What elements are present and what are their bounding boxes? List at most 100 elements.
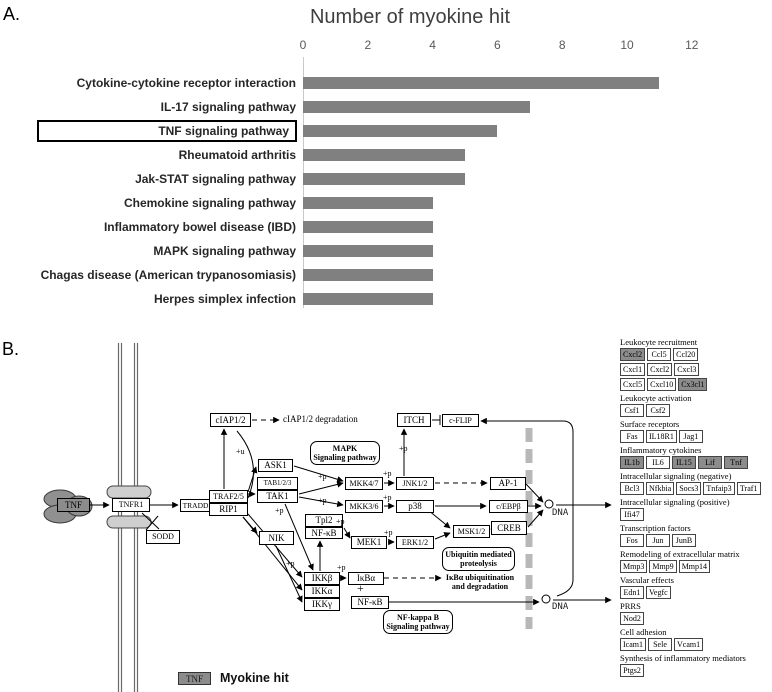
gene-section-header: Surface receptors — [620, 419, 680, 429]
bar — [303, 245, 433, 257]
gene-box: Tnfaip3 — [703, 482, 735, 495]
gene-box: Fos — [620, 534, 644, 547]
pathway-node-ikba: IκBα — [348, 572, 384, 585]
pathway-node-ciap1-2: cIAP1/2 — [210, 413, 251, 427]
bar — [303, 101, 530, 113]
gene-box: Vegfc — [646, 586, 671, 599]
ikba-degradation-note: IκBα ubiquitination and degradation — [445, 573, 515, 591]
phosphorylation-label: +p — [337, 563, 346, 572]
pathway-node-ikkb: IKKβ — [304, 572, 340, 585]
bar — [303, 149, 465, 161]
gene-section-header: Transcription factors — [620, 523, 691, 533]
pathway-node-ap-1: AP-1 — [490, 477, 526, 490]
dna-label: DNA — [552, 508, 569, 518]
gene-box: Edn1 — [620, 586, 644, 599]
pathway-node-tradd: TRADD — [180, 499, 211, 512]
bar-label: Rheumatoid arthritis — [178, 148, 296, 162]
myokine-bar-chart: Number of myokine hit 0 2 4 6 8 10 12 Cytokine-… — [0, 0, 772, 330]
phosphorylation-label: +p — [383, 469, 392, 478]
ubiquitination-label: +u — [236, 447, 245, 456]
gene-row: Nod2 — [620, 612, 772, 625]
bar-label: Chagas disease (American trypanosomiasis… — [40, 268, 296, 282]
pathway-node-creb: CREB — [491, 521, 527, 535]
phosphorylation-label: +p — [318, 496, 327, 505]
x-tick: 6 — [494, 38, 501, 52]
annotation-text: cIAP1/2 degradation — [283, 414, 358, 424]
x-tick: 2 — [364, 38, 372, 52]
x-tick: 4 — [429, 38, 436, 52]
gene-box-myokine-hit: Cx3cl1 — [678, 378, 708, 391]
gene-row: Cxcl5 Cxcl10 Cx3cl1 — [620, 378, 772, 391]
bar — [303, 221, 433, 233]
panel-b-label: B. — [2, 339, 20, 359]
pathway-node-ask1: ASK1 — [258, 459, 293, 472]
panel-a-label: A. — [3, 4, 21, 24]
bar — [303, 77, 660, 89]
pathway-node-ikkg: IKKγ — [304, 598, 340, 611]
x-tick: 0 — [299, 38, 307, 52]
phosphorylation-label: +p — [286, 559, 295, 568]
gene-row: Ptgs2 — [620, 664, 772, 677]
legend-highlight-swatch: TNF — [178, 671, 211, 685]
gene-box: Csf2 — [646, 404, 670, 417]
complex-plus-label: + — [357, 581, 364, 595]
bar — [303, 125, 498, 137]
bar-label: Chemokine signaling pathway — [123, 196, 296, 210]
gene-box: Cxcl3 — [674, 363, 700, 376]
gene-box: Icam1 — [620, 638, 646, 651]
pathway-node-itch: ITCH — [397, 413, 431, 427]
gene-row: Cxcl2 Ccl5 Ccl20 — [620, 348, 772, 361]
gene-section-header: Inflammatory cytokines — [620, 445, 702, 455]
gene-section-header: Intracellular signaling (negative) — [620, 471, 732, 481]
gene-section-header: Intracellular signaling (positive) — [620, 497, 730, 507]
bar — [303, 269, 433, 281]
pathway-node-c-ebpb: c/EBPβ — [489, 500, 528, 513]
gene-box: Sele — [648, 638, 672, 651]
x-tick: 12 — [685, 38, 699, 52]
bar — [303, 197, 433, 209]
pathway-node-tnfr1: TNFR1 — [112, 498, 150, 512]
gene-box: Mmp14 — [678, 560, 711, 573]
x-tick: 8 — [558, 38, 566, 52]
phosphorylation-label: +p — [384, 528, 393, 537]
pathway-node-rip1: RIP1 — [209, 503, 248, 516]
pathway-node-nfkb-tpl2: NF-κB — [305, 527, 343, 539]
gene-row: Cxcl1 Cxcl2 Cxcl3 — [620, 363, 772, 376]
pathway-node-sodd: SODD — [146, 530, 180, 544]
gene-box: IL18R1 — [646, 430, 677, 443]
phosphorylation-label: +p — [275, 506, 284, 515]
gene-row: Fos Jun JunB — [620, 534, 772, 547]
gene-section-header: Leukocyte recruitment — [620, 337, 698, 347]
pathway-node-jnk1-2: JNK1/2 — [396, 477, 434, 490]
bar-label: Jak-STAT signaling pathway — [135, 172, 296, 186]
gene-box: Cxcl10 — [647, 378, 677, 391]
gene-box: Ifi47 — [620, 508, 644, 521]
gene-row: Fas IL18R1 Jag1 — [620, 430, 772, 443]
pathway-node-mkk4-7: MKK4/7 — [345, 477, 383, 490]
chart-title: Number of myokine hit — [309, 6, 511, 28]
gene-box-myokine-hit: Lif — [698, 456, 722, 469]
bar-label: MAPK signaling pathway — [153, 244, 296, 258]
pathway-node-c-flip: c-FLIP — [442, 414, 479, 427]
gene-section-header: Remodeling of extracellular matrix — [620, 549, 740, 559]
gene-box: Nfkbia — [646, 482, 675, 495]
gene-box: Vcam1 — [674, 638, 704, 651]
legend-text: Myokine hit — [220, 671, 289, 685]
pathway-node-erk1-2: ERK1/2 — [396, 536, 434, 549]
pathway-node-tpl2: Tpl2 — [305, 514, 343, 527]
mapk-pathway-ref: MAPK Signaling pathway — [310, 441, 380, 465]
bar — [303, 293, 433, 305]
gene-box: Cxcl2 — [647, 363, 673, 376]
pathway-node-p38: p38 — [396, 500, 434, 513]
gene-row: Bcl3 Nfkbia Socs3 Tnfaip3 Traf1 — [620, 482, 772, 495]
x-tick: 10 — [620, 38, 634, 52]
dna-label: DNA — [552, 602, 569, 612]
gene-box: Traf1 — [736, 482, 761, 495]
gene-section-header: PRRS — [620, 601, 641, 611]
tnfr1-receptor-shape — [106, 485, 152, 529]
gene-box: Ccl5 — [647, 348, 672, 361]
pathway-node-tnf: TNF — [57, 498, 90, 512]
gene-row: Icam1 Sele Vcam1 — [620, 638, 772, 651]
dna-icon — [541, 499, 554, 604]
